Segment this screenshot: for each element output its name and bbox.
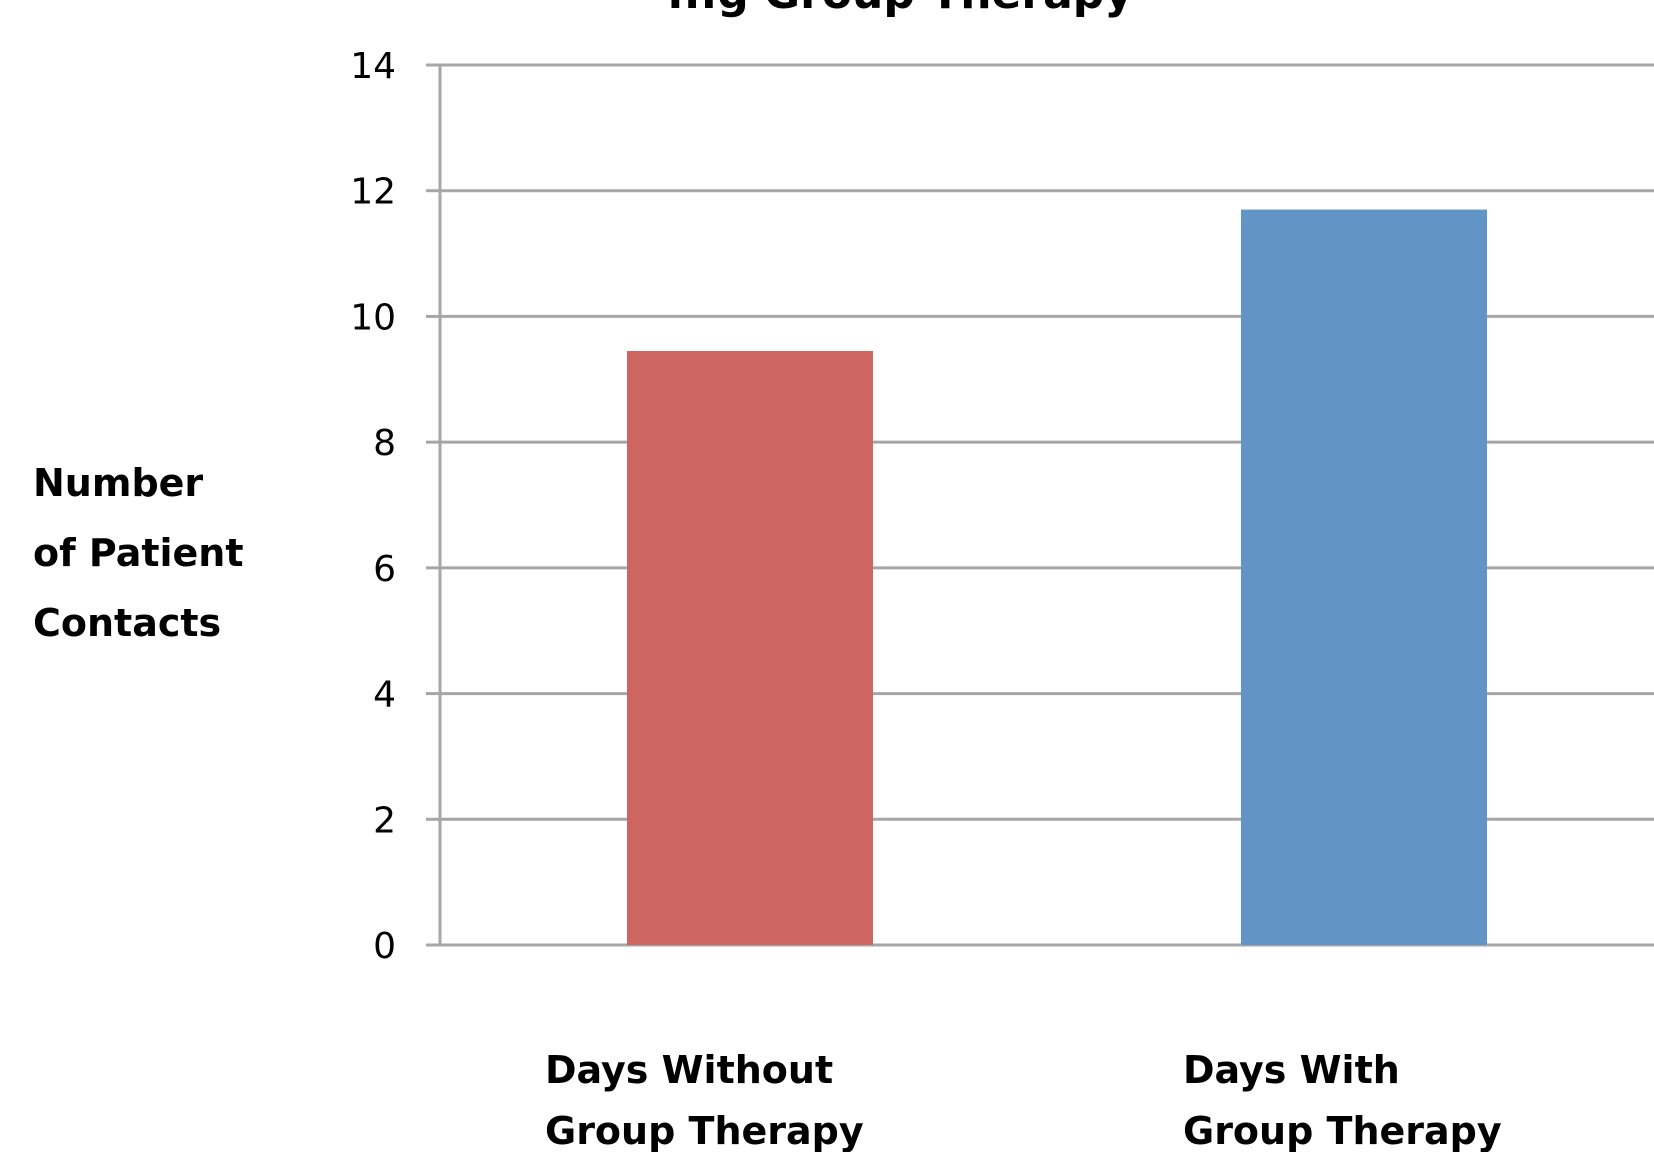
- category-labels: Days Without Group Therapy Days With Group …: [545, 1048, 1502, 1152]
- y-tick-label-4: 4: [373, 675, 396, 716]
- y-tick-label-10: 10: [350, 297, 396, 338]
- category-label-1: Days Without Group Therapy: [545, 1048, 864, 1152]
- y-axis-title: Number of Patient Contacts: [33, 461, 244, 645]
- y-tick-label-12: 12: [350, 172, 396, 213]
- category-label-2-line-1: Days With: [1183, 1048, 1400, 1092]
- y-tick-labels: 0 2 4 6 8 10 12 14: [350, 46, 396, 967]
- category-label-1-line-1: Days Without: [545, 1048, 833, 1092]
- y-tick-label-0: 0: [373, 926, 396, 967]
- bars: [627, 209, 1487, 946]
- y-axis-title-line-2: of Patient: [33, 531, 244, 575]
- bar-1: [627, 351, 873, 945]
- bar-2: [1241, 209, 1487, 946]
- y-tick-label-8: 8: [373, 423, 396, 464]
- y-tick-label-2: 2: [373, 800, 396, 841]
- chart-title: ...g Group Therapy: [667, 0, 1133, 19]
- y-axis-title-line-1: Number: [33, 461, 203, 505]
- category-label-2-line-2: Group Therapy: [1183, 1109, 1502, 1152]
- category-label-2: Days With Group Therapy: [1183, 1048, 1502, 1152]
- y-tick-label-14: 14: [350, 46, 396, 87]
- y-axis-title-line-3: Contacts: [33, 601, 221, 645]
- category-label-1-line-2: Group Therapy: [545, 1109, 864, 1152]
- y-tick-label-6: 6: [373, 549, 396, 590]
